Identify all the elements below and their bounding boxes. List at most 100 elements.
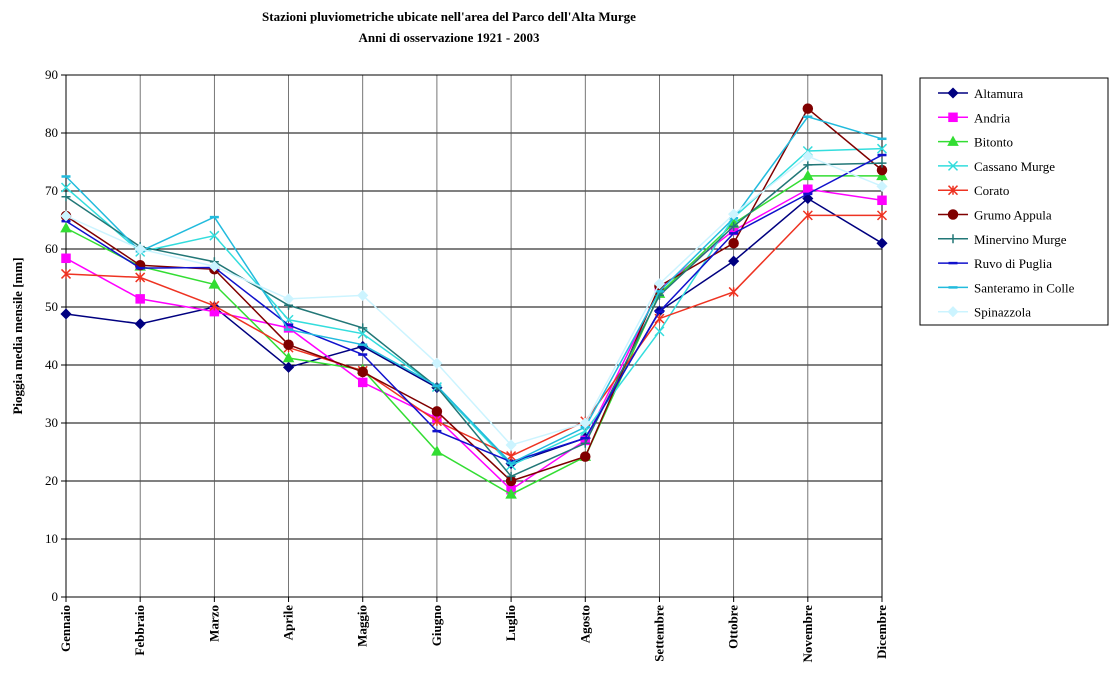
data-point: [506, 471, 516, 481]
data-point: [208, 260, 220, 272]
data-point: [283, 339, 294, 350]
data-point: [61, 192, 71, 202]
y-tick-label: 50: [45, 299, 58, 314]
data-point: [431, 357, 443, 369]
x-tick-label: Gennaio: [58, 605, 73, 652]
plot-frame: [65, 74, 883, 598]
data-point: [135, 294, 145, 304]
legend-marker: [948, 234, 958, 244]
legend-marker: [947, 185, 959, 196]
data-point: [431, 406, 443, 417]
series-line: [65, 147, 883, 467]
x-tick-label: Aprile: [281, 605, 296, 641]
data-point: [209, 230, 220, 241]
data-point: [135, 272, 146, 283]
data-point: [358, 323, 368, 333]
data-point: [505, 439, 517, 451]
data-point: [802, 103, 814, 114]
data-point: [876, 169, 888, 181]
chart-subtitle: Anni di osservazione 1921 - 2003: [359, 30, 540, 45]
x-tick-label: Novembre: [800, 605, 815, 663]
data-point: [876, 180, 888, 192]
data-point: [580, 438, 590, 448]
data-point: [357, 377, 368, 388]
series-line: [65, 115, 883, 464]
series-line: [65, 154, 883, 463]
data-point: [728, 286, 739, 297]
data-point: [282, 352, 295, 363]
data-point: [802, 192, 814, 205]
legend-label: Andria: [974, 110, 1010, 125]
chart-title: Stazioni pluviometriche ubicate nell'are…: [262, 9, 636, 24]
legend-marker: [948, 112, 958, 123]
data-point: [728, 255, 740, 267]
data-point: [357, 366, 368, 378]
y-tick-label: 60: [45, 241, 58, 256]
legend-label: Bitonto: [974, 135, 1013, 150]
y-axis-label: Pioggia media mensile [mm]: [10, 257, 25, 414]
data-point: [877, 195, 887, 206]
data-point: [282, 293, 295, 305]
data-point: [60, 308, 72, 320]
data-point: [357, 289, 369, 301]
data-point: [60, 210, 72, 222]
x-tick-label: Febbraio: [132, 605, 147, 656]
series-line: [65, 214, 882, 457]
data-point: [729, 221, 739, 231]
x-tick-label: Maggio: [355, 605, 370, 647]
data-point: [802, 210, 813, 221]
x-tick-label: Settembre: [651, 605, 666, 662]
data-point: [876, 143, 888, 154]
data-point: [209, 300, 220, 311]
data-point: [728, 237, 739, 249]
series-line: [65, 188, 883, 491]
legend-label: Corato: [974, 183, 1009, 198]
x-tick-label: Giugno: [429, 605, 444, 646]
legend-label: Minervino Murge: [974, 232, 1067, 247]
legend-marker: [947, 135, 959, 146]
data-point: [60, 222, 72, 233]
x-tick-label: Dicembre: [874, 605, 889, 659]
y-tick-label: 80: [45, 125, 58, 140]
series-line: [65, 155, 883, 446]
data-point: [654, 326, 665, 337]
y-tick-label: 70: [45, 183, 58, 198]
data-point: [876, 237, 888, 249]
legend-marker: [947, 209, 959, 220]
legend-label: Ruvo di Puglia: [974, 256, 1052, 271]
data-point: [282, 361, 295, 373]
y-tick-label: 10: [45, 531, 58, 546]
y-tick-label: 40: [45, 357, 58, 372]
legend-label: Altamura: [974, 86, 1023, 101]
data-point: [802, 169, 814, 181]
data-point: [208, 278, 221, 289]
data-point: [60, 268, 72, 279]
data-point: [654, 313, 665, 324]
x-tick-label: Ottobre: [726, 605, 741, 649]
y-tick-label: 90: [45, 67, 58, 82]
data-point: [877, 158, 887, 168]
data-point: [728, 208, 740, 220]
data-point: [579, 417, 591, 429]
data-point: [61, 253, 71, 264]
legend-label: Spinazzola: [974, 305, 1031, 320]
data-point: [431, 445, 443, 456]
data-point: [134, 243, 146, 255]
legend-marker: [947, 306, 959, 318]
data-point: [653, 278, 666, 290]
x-tick-label: Marzo: [206, 605, 221, 642]
x-tick-label: Luglio: [503, 605, 518, 641]
y-tick-label: 20: [45, 473, 58, 488]
data-point: [803, 160, 813, 170]
data-point: [580, 451, 591, 462]
legend-marker: [947, 160, 959, 171]
data-point: [60, 182, 72, 193]
legend-label: Santeramo in Colle: [974, 280, 1075, 295]
series-line: [65, 162, 883, 478]
y-tick-label: 0: [52, 589, 59, 604]
data-point: [505, 488, 517, 499]
data-point: [802, 150, 814, 162]
data-point: [876, 210, 888, 221]
data-point: [134, 318, 146, 330]
